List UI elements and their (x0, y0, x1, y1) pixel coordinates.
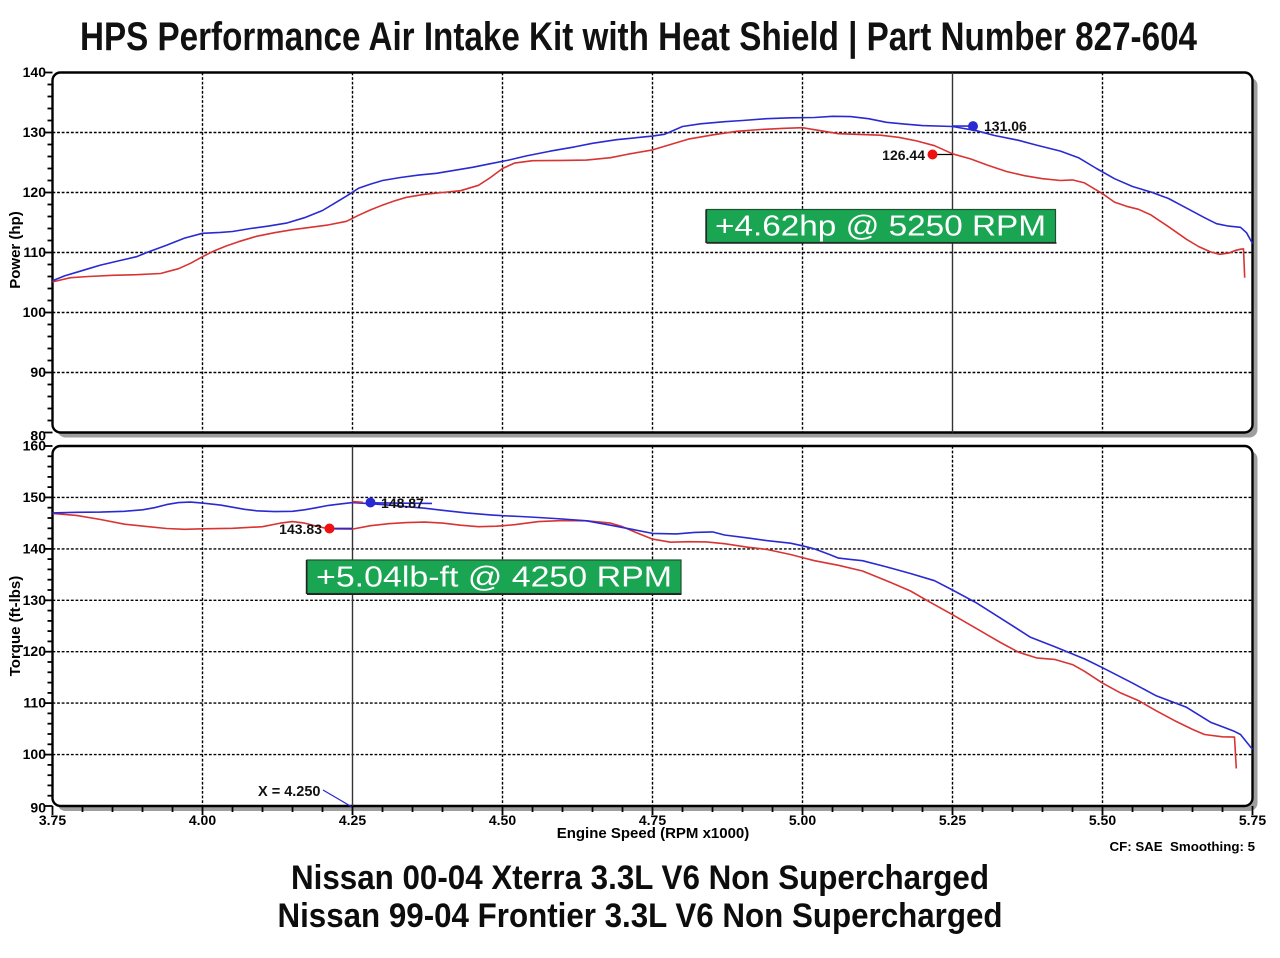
svg-text:120: 120 (23, 184, 47, 200)
svg-text:Power (hp): Power (hp) (7, 211, 24, 289)
svg-text:80: 80 (30, 428, 46, 444)
svg-text:130: 130 (23, 592, 47, 608)
svg-text:+5.04lb-ft @ 4250 RPM: +5.04lb-ft @ 4250 RPM (316, 562, 672, 594)
svg-text:130: 130 (23, 124, 47, 140)
svg-text:160: 160 (23, 438, 47, 454)
svg-text:110: 110 (23, 695, 46, 711)
svg-text:+4.62hp @ 5250 RPM: +4.62hp @ 5250 RPM (715, 211, 1046, 243)
svg-text:150: 150 (23, 489, 47, 505)
svg-text:4.50: 4.50 (489, 812, 516, 828)
svg-text:X = 4.250: X = 4.250 (258, 784, 320, 800)
svg-text:5.25: 5.25 (939, 812, 966, 828)
svg-text:140: 140 (23, 64, 47, 80)
svg-text:90: 90 (30, 800, 46, 816)
svg-text:Torque (ft-lbs): Torque (ft-lbs) (7, 576, 24, 677)
svg-text:5.50: 5.50 (1089, 812, 1116, 828)
svg-text:Engine Speed (RPM x1000): Engine Speed (RPM x1000) (557, 825, 750, 842)
svg-text:100: 100 (23, 746, 47, 762)
svg-text:Nissan 00-04 Xterra 3.3L V6 No: Nissan 00-04 Xterra 3.3L V6 Non Supercha… (291, 859, 989, 897)
svg-text:120: 120 (23, 643, 47, 659)
svg-text:140: 140 (23, 540, 47, 556)
svg-text:3.75: 3.75 (39, 812, 66, 828)
svg-text:126.44: 126.44 (882, 147, 925, 163)
svg-text:CF: SAE Smoothing: 5: CF: SAE Smoothing: 5 (1109, 839, 1255, 854)
svg-text:4.00: 4.00 (189, 812, 216, 828)
svg-text:131.06: 131.06 (984, 118, 1027, 134)
svg-text:90: 90 (30, 364, 46, 380)
svg-text:100: 100 (23, 304, 47, 320)
svg-text:4.75: 4.75 (639, 812, 666, 828)
svg-text:148.87: 148.87 (381, 495, 424, 511)
svg-text:4.25: 4.25 (339, 812, 366, 828)
svg-text:HPS Performance Air Intake Kit: HPS Performance Air Intake Kit with Heat… (80, 15, 1198, 59)
svg-text:Nissan 99-04 Frontier 3.3L V6: Nissan 99-04 Frontier 3.3L V6 Non Superc… (278, 897, 1003, 935)
svg-text:5.75: 5.75 (1239, 812, 1266, 828)
svg-text:5.00: 5.00 (789, 812, 816, 828)
svg-text:143.83: 143.83 (279, 521, 322, 537)
svg-text:110: 110 (23, 244, 46, 260)
